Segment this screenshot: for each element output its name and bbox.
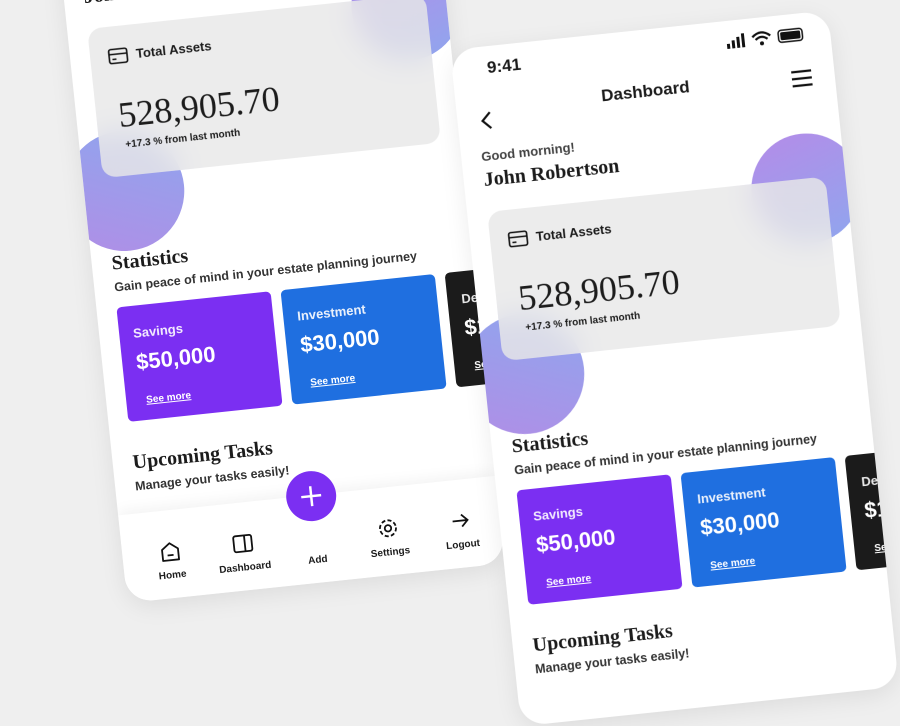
nav-logout[interactable]: Logout: [422, 506, 502, 555]
stat-card[interactable]: Deb $1 See: [844, 439, 899, 571]
stat-card-amount: $50,000: [534, 524, 617, 558]
stat-card[interactable]: Savings $50,000 See more: [516, 474, 683, 605]
stat-card[interactable]: Investment $30,000 See more: [280, 274, 447, 405]
add-button[interactable]: [283, 468, 339, 524]
card-icon: [507, 230, 529, 248]
stat-card-title: Savings: [532, 503, 584, 524]
see-more-link[interactable]: See more: [145, 390, 192, 406]
nav-dashboard[interactable]: Dashboard: [204, 529, 284, 578]
assets-label: Total Assets: [135, 38, 213, 61]
phone-screen: 9:41 Dashboard Good morning! John Robert…: [450, 10, 899, 726]
nav-label: Logout: [445, 537, 481, 553]
see-more-link[interactable]: See: [873, 541, 893, 555]
nav-label: Dashboard: [218, 559, 272, 577]
stat-card-amount: $30,000: [299, 324, 381, 358]
stat-card-title: Deb: [860, 471, 887, 490]
stat-card-amount: $30,000: [699, 507, 781, 541]
stat-card-title: Savings: [132, 320, 184, 341]
user-name: John Robertson: [83, 0, 221, 9]
page: 9:41 Dashboard Good morning! John Robert…: [50, 0, 899, 726]
see-more-link[interactable]: See more: [309, 372, 356, 389]
nav-add[interactable]: Add: [280, 551, 357, 570]
see-more-link[interactable]: See more: [545, 573, 592, 589]
card-icon: [107, 47, 129, 65]
assets-card: Total Assets 528,905.70 +17.3 % from las…: [87, 0, 441, 179]
stat-card-amount: $50,000: [134, 341, 217, 375]
status-time: 9:41: [486, 54, 522, 78]
bottom-nav: Home Dashboard Add Settings Logout: [118, 468, 506, 603]
menu-button[interactable]: [790, 68, 814, 88]
stat-card-title: Investment: [696, 484, 767, 507]
nav-home[interactable]: Home: [131, 536, 211, 585]
back-button[interactable]: [479, 110, 495, 131]
nav-settings[interactable]: Settings: [349, 513, 429, 562]
assets-amount: 528,905.70: [116, 78, 282, 136]
status-icons: [726, 27, 804, 49]
see-more-link[interactable]: See more: [709, 555, 756, 572]
assets-amount: 528,905.70: [516, 261, 682, 319]
stat-card[interactable]: Savings $50,000 See more: [116, 291, 283, 422]
nav-label: Settings: [370, 545, 411, 561]
stat-card[interactable]: Investment $30,000 See more: [680, 457, 847, 588]
stat-card-title: Investment: [296, 301, 367, 324]
stat-card-amount: $1: [863, 495, 891, 524]
assets-label: Total Assets: [535, 221, 613, 244]
phone-screen: 9:41 Dashboard Good morning! John Robert…: [50, 0, 506, 603]
nav-label: Add: [307, 553, 329, 567]
assets-card: Total Assets 528,905.70 +17.3 % from las…: [487, 176, 841, 362]
nav-label: Home: [158, 568, 188, 583]
